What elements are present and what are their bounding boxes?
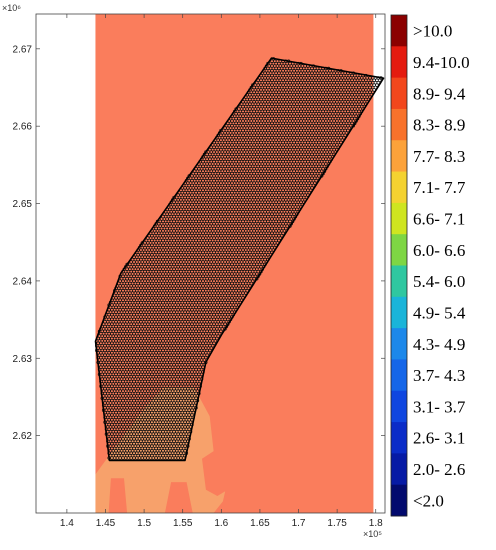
grid-point	[199, 367, 204, 372]
plot-axes: 1.4 1.45 1.5 1.55 1.6 1.65 1.7 1.75 1.8 2.622.63…	[2, 3, 386, 539]
grid-point	[202, 358, 207, 362]
grid-point	[195, 389, 200, 393]
grid-point	[206, 351, 211, 355]
lower-region	[95, 387, 226, 513]
grid-point	[188, 420, 193, 424]
grid-point	[186, 434, 190, 439]
grid-point	[187, 427, 191, 431]
grid-points	[95, 57, 383, 460]
